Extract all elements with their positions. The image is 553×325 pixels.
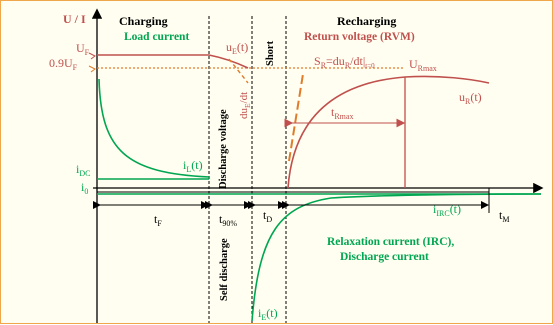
due-dt-tangent — [228, 58, 249, 84]
trmax-label: tRmax — [331, 105, 353, 121]
y-axis-label: U / I — [63, 12, 86, 26]
uf-tick-mark — [88, 52, 96, 60]
uf-label: UF — [76, 41, 90, 57]
self-discharge-label: Self discharge — [219, 238, 230, 301]
charging-label: Charging — [119, 14, 168, 28]
u09-label: 0.9UF — [49, 56, 78, 72]
short-label: Short — [265, 40, 276, 66]
recharging-label: Recharging — [337, 14, 396, 28]
tm-label: tM — [499, 208, 509, 224]
ie-label: iE(t) — [258, 306, 278, 322]
relaxation-label-line2: Discharge current — [340, 251, 429, 263]
iirc-label: iIRC(t) — [433, 202, 461, 218]
load-current-label: Load current — [124, 31, 189, 43]
idc-label: iDC — [76, 162, 90, 178]
t90-label: t90% — [219, 212, 237, 228]
relaxation-label-line1: Relaxation current (IRC), — [327, 236, 454, 248]
due-dt-label: duE/dt — [238, 92, 252, 119]
ur-label: uR(t) — [459, 90, 482, 106]
load-current-curve — [98, 78, 210, 178]
sr-tangent — [288, 73, 304, 162]
ue-label: uE(t) — [226, 40, 248, 56]
return-voltage-curve — [287, 75, 490, 189]
return-voltage-label: Return voltage (RVM) — [304, 31, 415, 43]
urmax-label: URmax — [409, 57, 437, 73]
u09-tick-mark — [88, 65, 96, 73]
i0-label: i0 — [81, 180, 88, 196]
tf-label: tF — [154, 212, 162, 228]
sr-label: SR=duR/dt|t=0 — [314, 54, 375, 70]
discharge-current-curve — [251, 193, 542, 322]
td-label: tD — [263, 208, 272, 224]
discharge-voltage-curve — [208, 54, 249, 69]
discharge-voltage-label: Discharge voltage — [218, 109, 229, 189]
il-label: iL(t) — [183, 158, 203, 174]
